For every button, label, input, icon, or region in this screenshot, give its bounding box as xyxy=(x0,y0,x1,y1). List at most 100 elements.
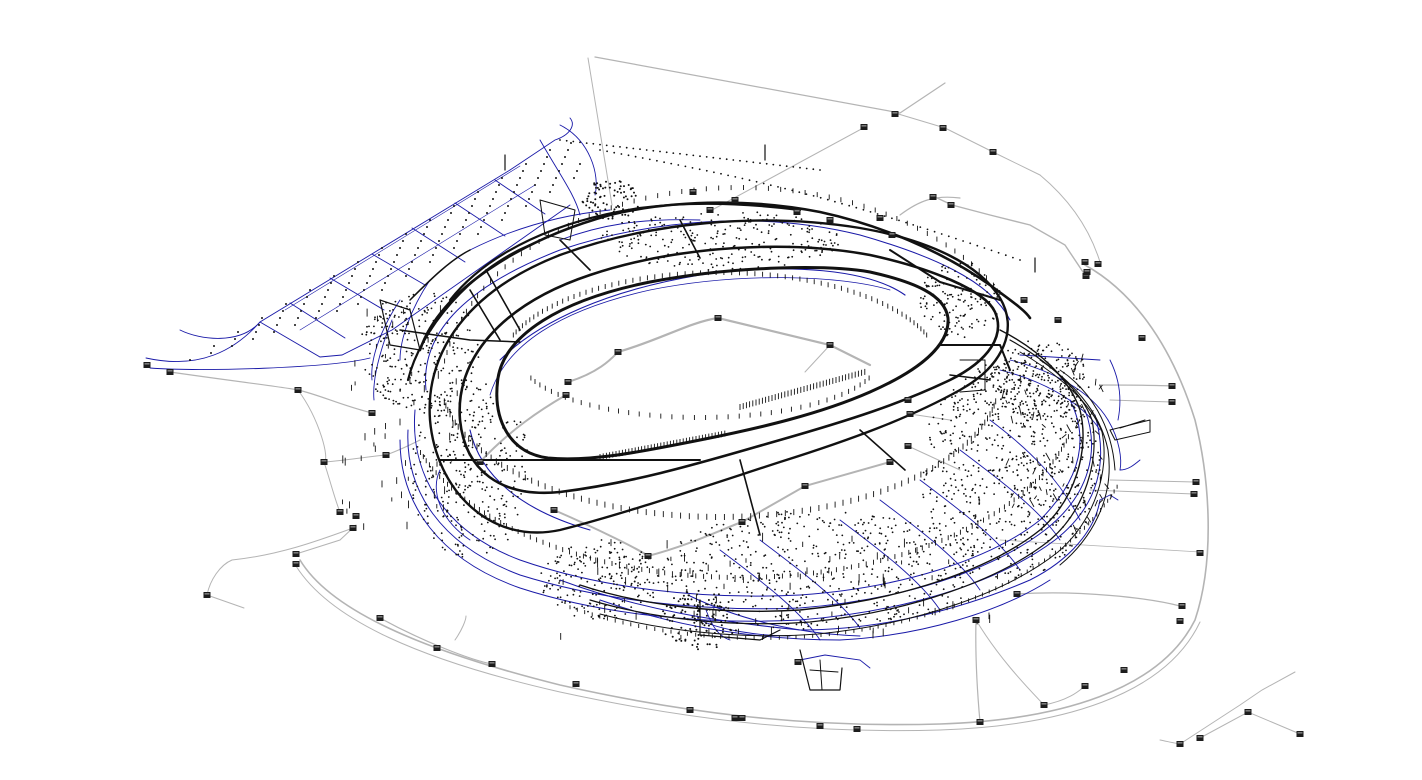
junction-box-icon[interactable] xyxy=(382,452,390,458)
junction-box-icon[interactable] xyxy=(433,645,441,651)
junction-box-icon[interactable] xyxy=(562,392,570,398)
fixture-point xyxy=(969,572,972,575)
fixture-point xyxy=(976,538,979,541)
junction-box-icon[interactable] xyxy=(292,561,300,567)
junction-box-icon[interactable] xyxy=(1192,479,1200,485)
junction-box-icon[interactable] xyxy=(564,379,572,385)
junction-box-icon[interactable] xyxy=(614,349,622,355)
junction-box-icon[interactable] xyxy=(904,443,912,449)
fixture-point xyxy=(635,575,638,578)
junction-box-icon[interactable] xyxy=(891,111,899,117)
fixture-point xyxy=(786,222,789,225)
junction-box-icon[interactable] xyxy=(731,197,739,203)
junction-nodes-layer[interactable] xyxy=(143,111,1304,747)
junction-box-icon[interactable] xyxy=(292,551,300,557)
junction-box-icon[interactable] xyxy=(368,410,376,416)
junction-box-icon[interactable] xyxy=(947,202,955,208)
junction-box-icon[interactable] xyxy=(738,519,746,525)
junction-box-icon[interactable] xyxy=(686,707,694,713)
junction-box-icon[interactable] xyxy=(826,342,834,348)
junction-box-icon[interactable] xyxy=(1138,335,1146,341)
junction-box-icon[interactable] xyxy=(738,715,746,721)
fixture-point xyxy=(808,231,810,234)
fixture-point xyxy=(942,491,945,494)
junction-box-icon[interactable] xyxy=(1168,399,1176,405)
junction-box-icon[interactable] xyxy=(939,125,947,131)
junction-box-icon[interactable] xyxy=(572,681,580,687)
junction-box-icon[interactable] xyxy=(1120,667,1128,673)
junction-box-icon[interactable] xyxy=(294,387,302,393)
junction-box-icon[interactable] xyxy=(166,369,174,375)
junction-box-icon[interactable] xyxy=(336,509,344,515)
junction-box-icon[interactable] xyxy=(1196,550,1204,556)
junction-box-icon[interactable] xyxy=(1040,702,1048,708)
junction-box-icon[interactable] xyxy=(320,459,328,465)
junction-box-icon[interactable] xyxy=(1168,383,1176,389)
junction-box-icon[interactable] xyxy=(1190,491,1198,497)
junction-box-icon[interactable] xyxy=(976,719,984,725)
fixture-point xyxy=(406,338,409,341)
fixture-point xyxy=(1066,484,1068,487)
junction-box-icon[interactable] xyxy=(972,617,980,623)
junction-box-icon[interactable] xyxy=(801,483,809,489)
fixture-point xyxy=(697,634,700,636)
fixture-point xyxy=(1024,361,1027,364)
junction-box-icon[interactable] xyxy=(1054,317,1062,323)
junction-box-icon[interactable] xyxy=(794,659,802,665)
junction-box-icon[interactable] xyxy=(644,553,652,559)
fixture-point xyxy=(664,255,666,258)
junction-box-icon[interactable] xyxy=(876,215,884,221)
fixture-point xyxy=(621,241,623,244)
junction-box-icon[interactable] xyxy=(826,217,834,223)
junction-box-icon[interactable] xyxy=(376,615,384,621)
junction-box-icon[interactable] xyxy=(1081,683,1089,689)
junction-box-icon[interactable] xyxy=(1244,709,1252,715)
junction-box-icon[interactable] xyxy=(1178,603,1186,609)
junction-box-icon[interactable] xyxy=(550,507,558,513)
junction-box-icon[interactable] xyxy=(906,411,914,417)
junction-box-icon[interactable] xyxy=(989,149,997,155)
junction-box-icon[interactable] xyxy=(689,189,697,195)
fixture-point xyxy=(605,144,608,147)
junction-box-icon[interactable] xyxy=(1176,741,1184,747)
junction-box-icon[interactable] xyxy=(1083,269,1091,275)
fixture-point xyxy=(704,242,707,245)
junction-box-icon[interactable] xyxy=(1176,618,1184,624)
junction-box-icon[interactable] xyxy=(706,207,714,213)
junction-box-icon[interactable] xyxy=(143,362,151,368)
fixture-point xyxy=(1080,406,1083,409)
junction-box-icon[interactable] xyxy=(476,459,484,465)
junction-box-icon[interactable] xyxy=(1094,261,1102,267)
junction-box-icon[interactable] xyxy=(886,459,894,465)
junction-box-icon[interactable] xyxy=(1013,591,1021,597)
junction-box-icon[interactable] xyxy=(1020,297,1028,303)
junction-box-icon[interactable] xyxy=(1196,735,1204,741)
fixture-point xyxy=(1005,367,1007,369)
junction-box-icon[interactable] xyxy=(1296,731,1304,737)
junction-box-icon[interactable] xyxy=(929,194,937,200)
junction-box-icon[interactable] xyxy=(714,315,722,321)
junction-box-icon[interactable] xyxy=(731,715,739,721)
fixture-point xyxy=(598,608,601,611)
junction-box-icon[interactable] xyxy=(888,232,896,238)
junction-box-icon[interactable] xyxy=(349,525,357,531)
fixture-point xyxy=(628,221,630,224)
junction-box-icon[interactable] xyxy=(203,592,211,598)
junction-box-icon[interactable] xyxy=(853,726,861,732)
fixture-point xyxy=(392,399,395,402)
junction-box-icon[interactable] xyxy=(793,209,801,215)
junction-box-icon[interactable] xyxy=(1081,259,1089,265)
junction-box-icon[interactable] xyxy=(860,124,868,130)
fixture-point xyxy=(1010,397,1012,400)
junction-box-icon[interactable] xyxy=(816,723,824,729)
junction-box-icon[interactable] xyxy=(904,397,912,403)
fixture-point xyxy=(990,401,992,404)
junction-box-icon[interactable] xyxy=(352,513,360,519)
junction-box-icon[interactable] xyxy=(488,661,496,667)
fixture-tick xyxy=(1109,494,1113,500)
fixture-point xyxy=(573,561,576,564)
fixture-point xyxy=(663,223,666,226)
fixture-point xyxy=(565,574,568,576)
